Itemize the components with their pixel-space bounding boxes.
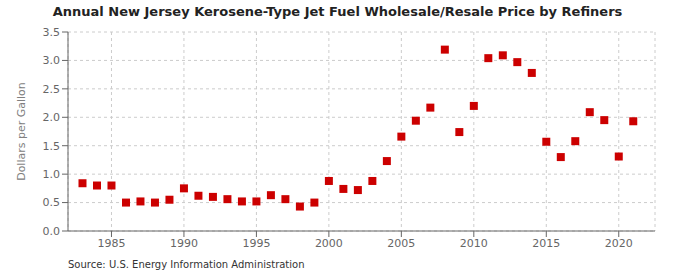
svg-text:2020: 2020 — [605, 237, 633, 250]
svg-text:1990: 1990 — [170, 237, 198, 250]
svg-text:2015: 2015 — [532, 237, 560, 250]
svg-text:Dollars per Gallon: Dollars per Gallon — [15, 82, 28, 181]
svg-text:0.5: 0.5 — [43, 196, 61, 209]
svg-text:1.5: 1.5 — [43, 140, 61, 153]
svg-text:2.5: 2.5 — [43, 83, 61, 96]
svg-text:1985: 1985 — [97, 237, 125, 250]
svg-text:0.0: 0.0 — [43, 225, 61, 238]
svg-text:1.0: 1.0 — [43, 168, 61, 181]
svg-text:1995: 1995 — [242, 237, 270, 250]
svg-text:2000: 2000 — [315, 237, 343, 250]
svg-text:3.0: 3.0 — [43, 54, 61, 67]
svg-text:2005: 2005 — [387, 237, 415, 250]
svg-text:2.0: 2.0 — [43, 111, 61, 124]
svg-text:3.5: 3.5 — [43, 26, 61, 39]
svg-text:2010: 2010 — [460, 237, 488, 250]
html-text:Source: U.S. Energy Informatio: Source: U.S. Energy Information Administ… — [68, 259, 305, 270]
html-text:Annual New Jersey Kerosene-Typ: Annual New Jersey Kerosene-Type Jet Fuel… — [52, 4, 623, 19]
